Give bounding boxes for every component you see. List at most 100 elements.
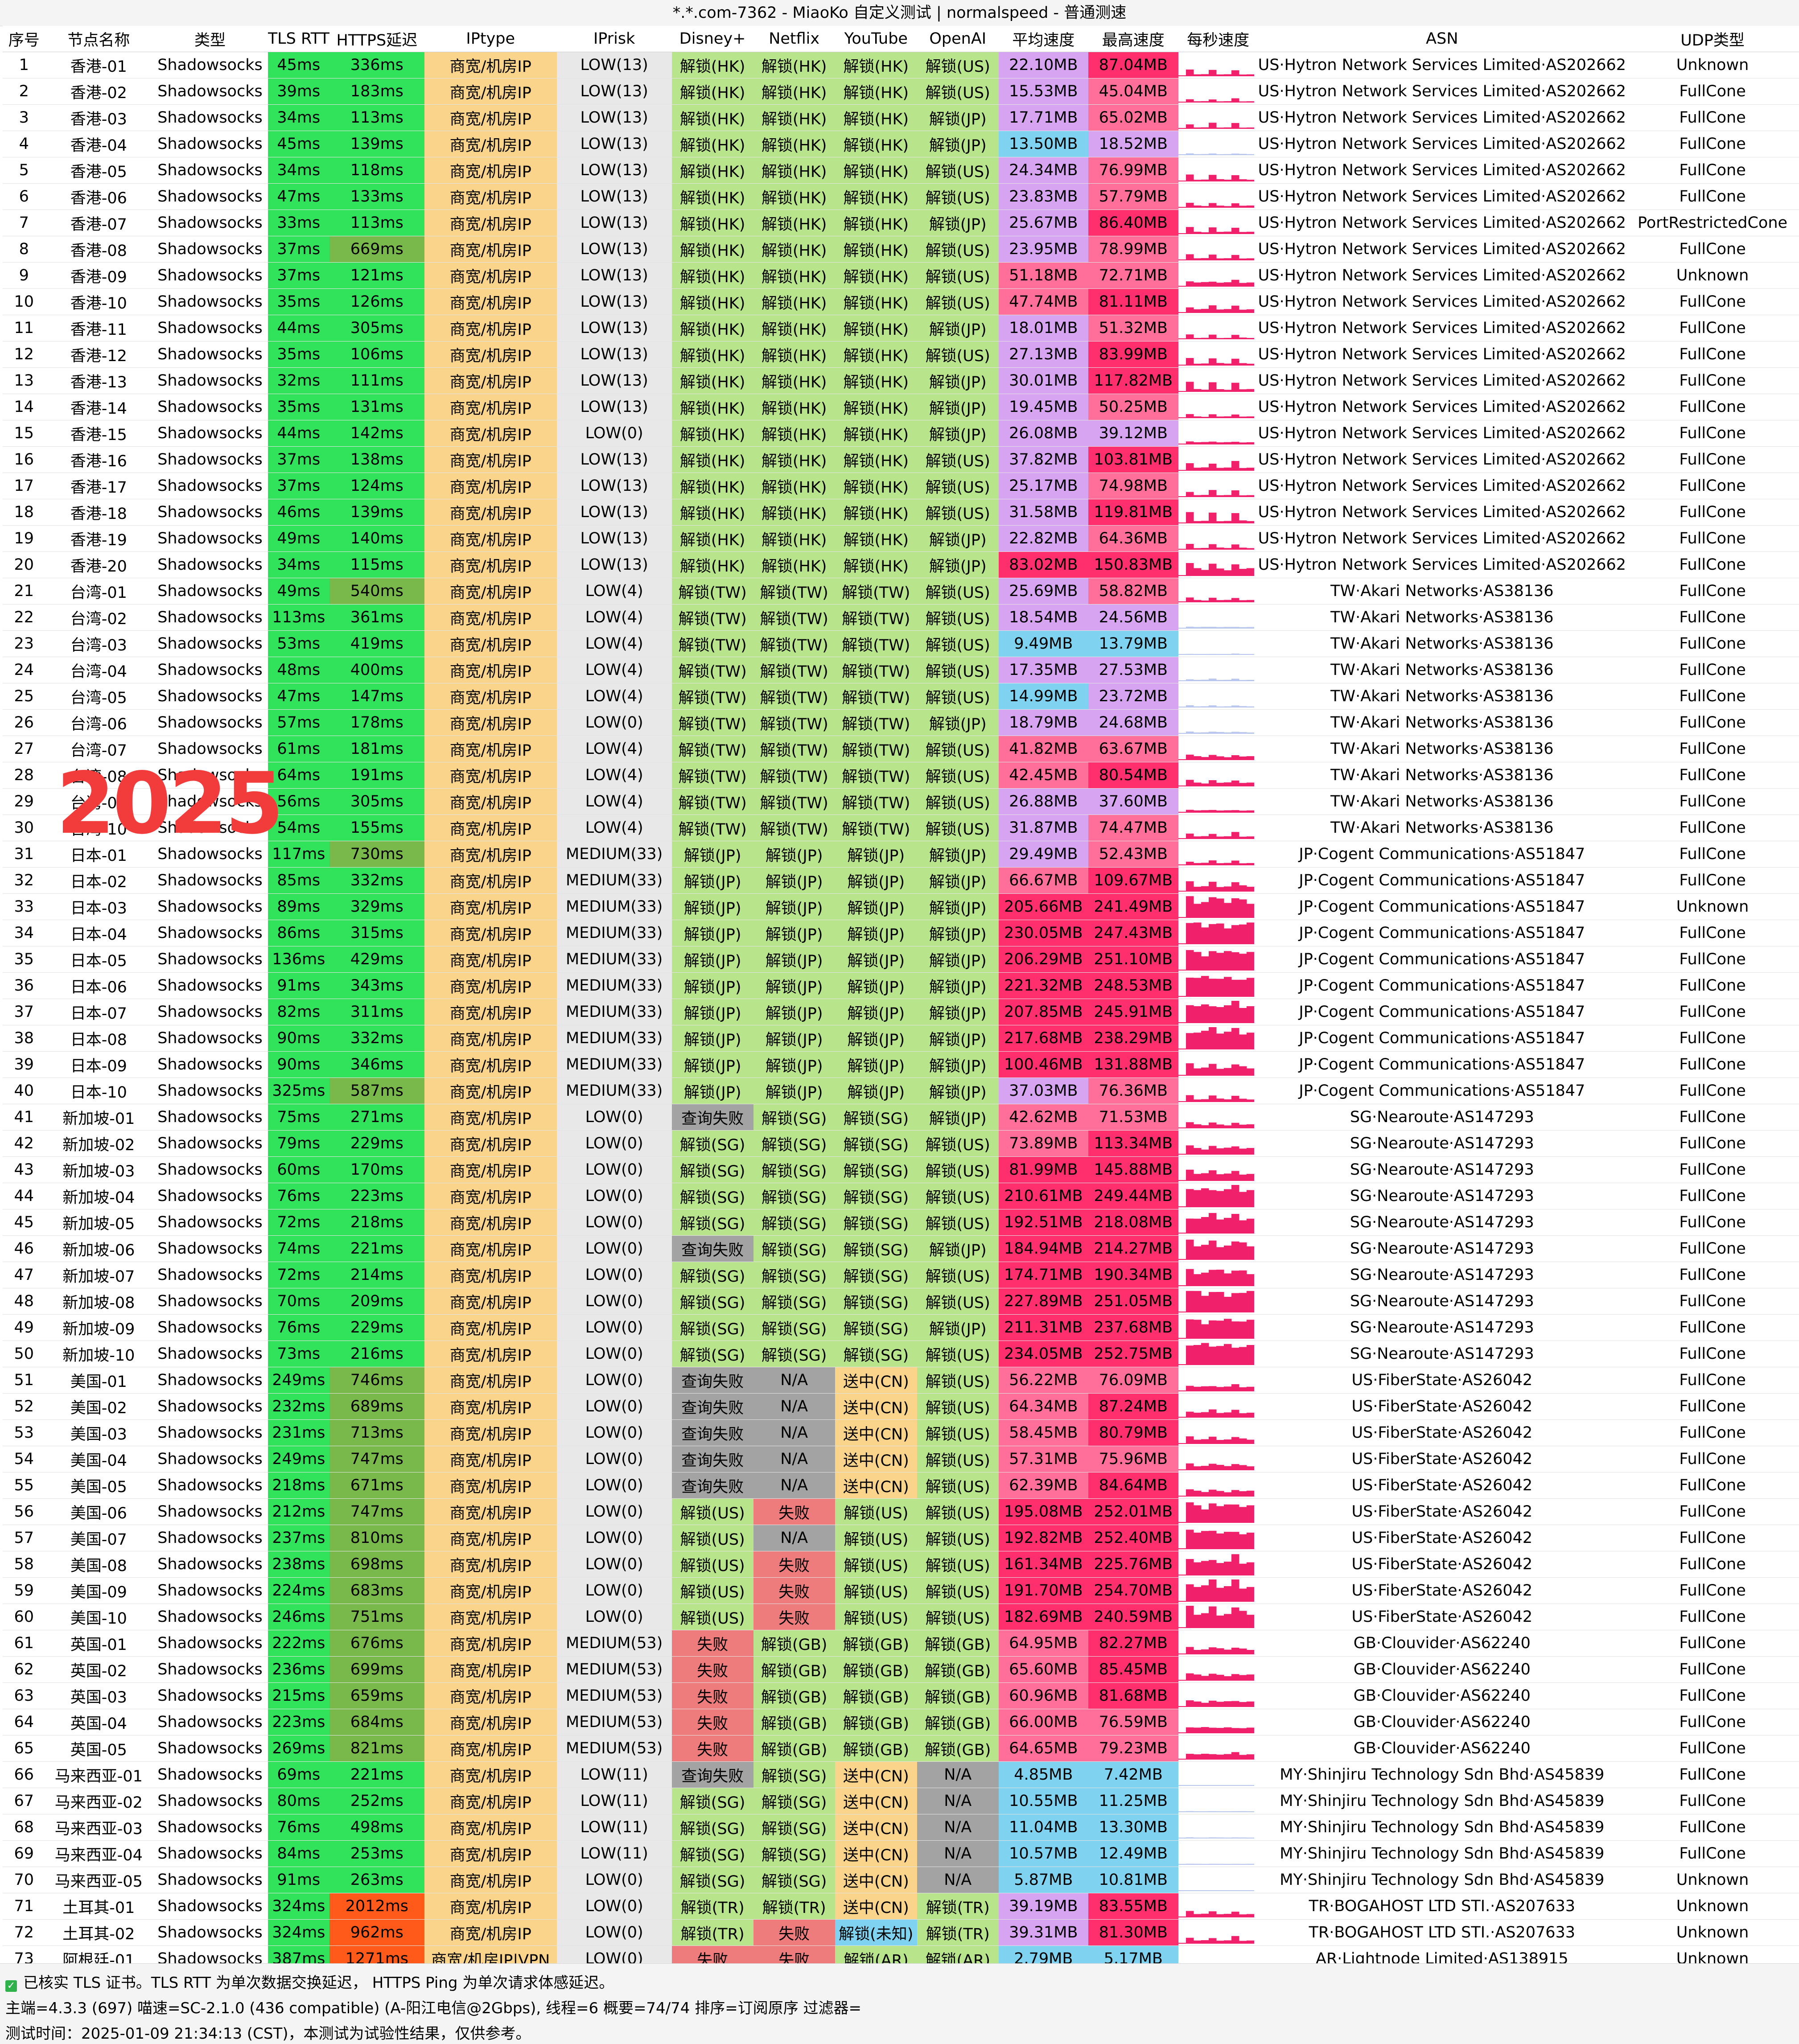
table-row[interactable]: 29 台湾-09 Shadowsocks 56ms 305ms 商宽/机房IP LOW(4)… bbox=[3, 788, 1799, 815]
table-row[interactable]: 22 台湾-02 Shadowsocks 113ms 361ms 商宽/机房IP LOW(4… bbox=[3, 604, 1799, 631]
table-row[interactable]: 57 美国-07 Shadowsocks 237ms 810ms 商宽/机房IP LOW(0… bbox=[3, 1525, 1799, 1551]
table-row[interactable]: 23 台湾-03 Shadowsocks 53ms 419ms 商宽/机房IP LOW(4)… bbox=[3, 630, 1799, 657]
table-row[interactable]: 66 马来西亚-01 Shadowsocks 69ms 221ms 商宽/机房IP LOW(… bbox=[3, 1761, 1799, 1788]
table-row[interactable]: 67 马来西亚-02 Shadowsocks 80ms 252ms 商宽/机房IP LOW(… bbox=[3, 1788, 1799, 1814]
table-row[interactable]: 34 日本-04 Shadowsocks 86ms 315ms 商宽/机房IP MEDIUM… bbox=[3, 920, 1799, 946]
table-row[interactable]: 6 香港-06 Shadowsocks 47ms 133ms 商宽/机房IP LOW(13)… bbox=[3, 183, 1799, 210]
col-asn-header[interactable]: ASN bbox=[1258, 26, 1626, 52]
col-index-cell: 72 bbox=[3, 1919, 45, 1946]
table-row[interactable]: 27 台湾-07 Shadowsocks 61ms 181ms 商宽/机房IP LOW(4)… bbox=[3, 736, 1799, 762]
col-avg-speed-header[interactable]: 平均速度 bbox=[998, 26, 1089, 52]
table-row[interactable]: 70 马来西亚-05 Shadowsocks 91ms 263ms 商宽/机房IP LOW(… bbox=[3, 1867, 1799, 1893]
table-row[interactable]: 13 香港-13 Shadowsocks 32ms 111ms 商宽/机房IP LOW(13… bbox=[3, 367, 1799, 394]
table-row[interactable]: 18 香港-18 Shadowsocks 46ms 139ms 商宽/机房IP LOW(13… bbox=[3, 499, 1799, 526]
table-row[interactable]: 25 台湾-05 Shadowsocks 47ms 147ms 商宽/机房IP LOW(4)… bbox=[3, 683, 1799, 710]
table-row[interactable]: 48 新加坡-08 Shadowsocks 70ms 209ms 商宽/机房IP LOW(0… bbox=[3, 1288, 1799, 1315]
table-row[interactable]: 1 香港-01 Shadowsocks 45ms 336ms 商宽/机房IP LOW(13)… bbox=[3, 52, 1799, 78]
sparkline-bar bbox=[1201, 1727, 1209, 1733]
table-row[interactable]: 46 新加坡-06 Shadowsocks 74ms 221ms 商宽/机房IP LOW(0… bbox=[3, 1235, 1799, 1262]
table-row[interactable]: 30 台湾-10 Shadowsocks 54ms 155ms 商宽/机房IP LOW(4)… bbox=[3, 814, 1799, 841]
sparkline-bar bbox=[1193, 495, 1202, 497]
sparkline-bar bbox=[1193, 1068, 1202, 1076]
table-row[interactable]: 42 新加坡-02 Shadowsocks 79ms 229ms 商宽/机房IP LOW(0… bbox=[3, 1130, 1799, 1157]
table-row[interactable]: 52 美国-02 Shadowsocks 232ms 689ms 商宽/机房IP LOW(0… bbox=[3, 1393, 1799, 1420]
table-row[interactable]: 41 新加坡-01 Shadowsocks 75ms 271ms 商宽/机房IP LOW(0… bbox=[3, 1104, 1799, 1131]
col-udp-type-header[interactable]: UDP类型 bbox=[1626, 26, 1799, 52]
table-row[interactable]: 44 新加坡-04 Shadowsocks 76ms 223ms 商宽/机房IP LOW(0… bbox=[3, 1183, 1799, 1209]
table-row[interactable]: 36 日本-06 Shadowsocks 91ms 343ms 商宽/机房IP MEDIUM… bbox=[3, 972, 1799, 999]
col-index-header[interactable]: 序号 bbox=[3, 26, 45, 52]
col-node-name-header[interactable]: 节点名称 bbox=[45, 26, 152, 52]
table-row[interactable]: 7 香港-07 Shadowsocks 33ms 113ms 商宽/机房IP LOW(13)… bbox=[3, 210, 1799, 236]
col-max-speed-header[interactable]: 最高速度 bbox=[1088, 26, 1178, 52]
table-row[interactable]: 55 美国-05 Shadowsocks 218ms 671ms 商宽/机房IP LOW(0… bbox=[3, 1472, 1799, 1499]
table-row[interactable]: 32 日本-02 Shadowsocks 85ms 332ms 商宽/机房IP MEDIUM… bbox=[3, 867, 1799, 894]
table-row[interactable]: 59 美国-09 Shadowsocks 224ms 683ms 商宽/机房IP LOW(0… bbox=[3, 1577, 1799, 1604]
col-iptype-cell: 商宽/机房IP bbox=[424, 999, 557, 1025]
table-row[interactable]: 60 美国-10 Shadowsocks 246ms 751ms 商宽/机房IP LOW(0… bbox=[3, 1604, 1799, 1630]
table-row[interactable]: 37 日本-07 Shadowsocks 82ms 311ms 商宽/机房IP MEDIUM… bbox=[3, 999, 1799, 1025]
table-row[interactable]: 47 新加坡-07 Shadowsocks 72ms 214ms 商宽/机房IP LOW(0… bbox=[3, 1262, 1799, 1288]
table-row[interactable]: 53 美国-03 Shadowsocks 231ms 713ms 商宽/机房IP LOW(0… bbox=[3, 1419, 1799, 1446]
table-row[interactable]: 45 新加坡-05 Shadowsocks 72ms 218ms 商宽/机房IP LOW(0… bbox=[3, 1209, 1799, 1236]
col-disney-header[interactable]: Disney+ bbox=[671, 26, 753, 52]
col-tls-rtt-header[interactable]: TLS RTT bbox=[268, 26, 329, 52]
table-row[interactable]: 65 英国-05 Shadowsocks 269ms 821ms 商宽/机房IP MEDIU… bbox=[3, 1735, 1799, 1762]
col-openai-header[interactable]: OpenAI bbox=[917, 26, 999, 52]
table-row[interactable]: 61 英国-01 Shadowsocks 222ms 676ms 商宽/机房IP MEDIU… bbox=[3, 1630, 1799, 1657]
table-row[interactable]: 35 日本-05 Shadowsocks 136ms 429ms 商宽/机房IP MEDIU… bbox=[3, 946, 1799, 973]
table-row[interactable]: 69 马来西亚-04 Shadowsocks 84ms 253ms 商宽/机房IP LOW(… bbox=[3, 1840, 1799, 1867]
col-per-second-speed-header[interactable]: 每秒速度 bbox=[1178, 26, 1258, 52]
sparkline-bar bbox=[1178, 812, 1186, 813]
table-row[interactable]: 8 香港-08 Shadowsocks 37ms 669ms 商宽/机房IP LOW(13)… bbox=[3, 236, 1799, 263]
table-row[interactable]: 14 香港-14 Shadowsocks 35ms 131ms 商宽/机房IP LOW(13… bbox=[3, 394, 1799, 420]
table-row[interactable]: 33 日本-03 Shadowsocks 89ms 329ms 商宽/机房IP MEDIUM… bbox=[3, 893, 1799, 920]
table-row[interactable]: 16 香港-16 Shadowsocks 37ms 138ms 商宽/机房IP LOW(13… bbox=[3, 446, 1799, 473]
speed-sparkline bbox=[1178, 1122, 1254, 1128]
table-row[interactable]: 63 英国-03 Shadowsocks 215ms 659ms 商宽/机房IP MEDIU… bbox=[3, 1682, 1799, 1709]
table-row[interactable]: 62 英国-02 Shadowsocks 236ms 699ms 商宽/机房IP MEDIU… bbox=[3, 1656, 1799, 1683]
table-row[interactable]: 50 新加坡-10 Shadowsocks 73ms 216ms 商宽/机房IP LOW(0… bbox=[3, 1341, 1799, 1367]
table-row[interactable]: 72 土耳其-02 Shadowsocks 324ms 962ms 商宽/机房IP LOW(… bbox=[3, 1919, 1799, 1946]
table-row[interactable]: 58 美国-08 Shadowsocks 238ms 698ms 商宽/机房IP LOW(0… bbox=[3, 1551, 1799, 1578]
table-row[interactable]: 54 美国-04 Shadowsocks 249ms 747ms 商宽/机房IP LOW(0… bbox=[3, 1446, 1799, 1472]
table-row[interactable]: 64 英国-04 Shadowsocks 223ms 684ms 商宽/机房IP MEDIU… bbox=[3, 1709, 1799, 1736]
col-per-second-speed-cell bbox=[1178, 657, 1258, 683]
table-row[interactable]: 31 日本-01 Shadowsocks 117ms 730ms 商宽/机房IP MEDIU… bbox=[3, 841, 1799, 868]
table-row[interactable]: 20 香港-20 Shadowsocks 34ms 115ms 商宽/机房IP LOW(13… bbox=[3, 551, 1799, 578]
sparkline-bar bbox=[1246, 1701, 1254, 1707]
table-row[interactable]: 56 美国-06 Shadowsocks 212ms 747ms 商宽/机房IP LOW(0… bbox=[3, 1498, 1799, 1525]
col-type-header[interactable]: 类型 bbox=[152, 26, 268, 52]
table-row[interactable]: 10 香港-10 Shadowsocks 35ms 126ms 商宽/机房IP LOW(13… bbox=[3, 288, 1799, 315]
table-row[interactable]: 17 香港-17 Shadowsocks 37ms 124ms 商宽/机房IP LOW(13… bbox=[3, 473, 1799, 499]
col-iprisk-header[interactable]: IPrisk bbox=[556, 26, 672, 52]
table-row[interactable]: 28 台湾-08 Shadowsocks 64ms 191ms 商宽/机房IP LOW(4)… bbox=[3, 762, 1799, 789]
table-row[interactable]: 26 台湾-06 Shadowsocks 57ms 178ms 商宽/机房IP LOW(0)… bbox=[3, 709, 1799, 736]
table-row[interactable]: 2 香港-02 Shadowsocks 39ms 183ms 商宽/机房IP LOW(13)… bbox=[3, 78, 1799, 105]
col-per-second-speed-cell bbox=[1178, 1341, 1258, 1367]
table-row[interactable]: 39 日本-09 Shadowsocks 90ms 346ms 商宽/机房IP MEDIUM… bbox=[3, 1051, 1799, 1078]
table-row[interactable]: 49 新加坡-09 Shadowsocks 76ms 229ms 商宽/机房IP LOW(0… bbox=[3, 1314, 1799, 1341]
table-row[interactable]: 43 新加坡-03 Shadowsocks 60ms 170ms 商宽/机房IP LOW(0… bbox=[3, 1156, 1799, 1183]
col-https-latency-header[interactable]: HTTPS延迟 bbox=[329, 26, 424, 52]
sparkline-bar bbox=[1193, 1562, 1202, 1575]
col-iptype-header[interactable]: IPtype bbox=[424, 26, 557, 52]
table-row[interactable]: 3 香港-03 Shadowsocks 34ms 113ms 商宽/机房IP LOW(13)… bbox=[3, 104, 1799, 131]
table-row[interactable]: 24 台湾-04 Shadowsocks 48ms 400ms 商宽/机房IP LOW(4)… bbox=[3, 657, 1799, 683]
table-row[interactable]: 21 台湾-01 Shadowsocks 49ms 540ms 商宽/机房IP LOW(4)… bbox=[3, 578, 1799, 605]
col-youtube-header[interactable]: YouTube bbox=[835, 26, 917, 52]
table-row[interactable]: 15 香港-15 Shadowsocks 44ms 142ms 商宽/机房IP LOW(0)… bbox=[3, 420, 1799, 447]
table-row[interactable]: 12 香港-12 Shadowsocks 35ms 106ms 商宽/机房IP LOW(13… bbox=[3, 341, 1799, 368]
table-row[interactable]: 38 日本-08 Shadowsocks 90ms 332ms 商宽/机房IP MEDIUM… bbox=[3, 1025, 1799, 1052]
table-row[interactable]: 68 马来西亚-03 Shadowsocks 76ms 498ms 商宽/机房IP LOW(… bbox=[3, 1814, 1799, 1841]
col-netflix-header[interactable]: Netflix bbox=[753, 26, 835, 52]
table-row[interactable]: 9 香港-09 Shadowsocks 37ms 121ms 商宽/机房IP LOW(13)… bbox=[3, 262, 1799, 289]
table-row[interactable]: 11 香港-11 Shadowsocks 44ms 305ms 商宽/机房IP LOW(13… bbox=[3, 315, 1799, 341]
table-row[interactable]: 4 香港-04 Shadowsocks 45ms 139ms 商宽/机房IP LOW(13)… bbox=[3, 131, 1799, 157]
table-row[interactable]: 51 美国-01 Shadowsocks 249ms 746ms 商宽/机房IP LOW(0… bbox=[3, 1367, 1799, 1394]
table-row[interactable]: 71 土耳其-01 Shadowsocks 324ms 2012ms 商宽/机房IP LOW… bbox=[3, 1893, 1799, 1920]
table-row[interactable]: 5 香港-05 Shadowsocks 34ms 118ms 商宽/机房IP LOW(13)… bbox=[3, 157, 1799, 184]
table-row[interactable]: 19 香港-19 Shadowsocks 49ms 140ms 商宽/机房IP LOW(13… bbox=[3, 525, 1799, 552]
table-row[interactable]: 40 日本-10 Shadowsocks 325ms 587ms 商宽/机房IP MEDIU… bbox=[3, 1078, 1799, 1104]
col-youtube-cell: 解锁(SG) bbox=[835, 1156, 917, 1183]
